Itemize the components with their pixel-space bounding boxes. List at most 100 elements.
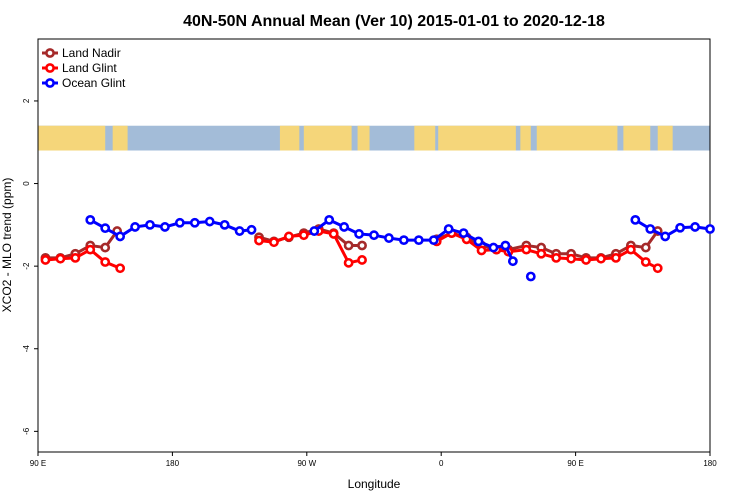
data-point-land-glint bbox=[596, 253, 606, 264]
data-point-ocean-glint bbox=[705, 224, 715, 234]
data-point-land-glint bbox=[536, 248, 547, 259]
data-point-ocean-glint bbox=[428, 235, 439, 246]
data-point-ocean-glint bbox=[645, 224, 656, 234]
series-line-land-glint bbox=[435, 231, 659, 270]
map-land bbox=[536, 125, 618, 151]
map-land bbox=[657, 125, 673, 151]
data-point-ocean-glint bbox=[660, 231, 671, 242]
x-tick-label: 90 E bbox=[30, 459, 46, 468]
plot-frame bbox=[37, 38, 711, 453]
data-point-ocean-glint bbox=[309, 226, 320, 236]
data-point-ocean-glint bbox=[204, 216, 215, 227]
legend-item-land-nadir: Land Nadir bbox=[42, 46, 121, 60]
x-tick-label: 90 E bbox=[567, 459, 583, 468]
data-point-ocean-glint bbox=[234, 226, 245, 236]
data-point-land-glint bbox=[85, 244, 96, 255]
data-point-ocean-glint bbox=[246, 224, 257, 235]
data-point-ocean-glint bbox=[369, 230, 379, 241]
legend-marker bbox=[45, 48, 55, 58]
data-point-ocean-glint bbox=[219, 219, 230, 230]
map-land bbox=[520, 125, 531, 151]
legend-item-land-glint: Land Glint bbox=[42, 61, 117, 75]
data-point-ocean-glint bbox=[145, 219, 155, 230]
x-tick-label: 180 bbox=[166, 459, 180, 468]
data-point-ocean-glint bbox=[339, 222, 350, 232]
data-point-land-nadir bbox=[640, 242, 651, 253]
data-point-ocean-glint bbox=[174, 217, 185, 228]
data-point-ocean-glint bbox=[413, 235, 424, 246]
map-land bbox=[414, 125, 436, 151]
data-point-land-glint bbox=[521, 244, 532, 255]
data-point-ocean-glint bbox=[488, 242, 499, 253]
data-point-land-glint bbox=[625, 244, 636, 255]
data-point-land-glint bbox=[283, 231, 294, 242]
data-point-ocean-glint bbox=[160, 222, 170, 232]
data-point-land-nadir bbox=[357, 240, 367, 251]
data-point-ocean-glint bbox=[100, 223, 111, 234]
data-point-ocean-glint bbox=[525, 271, 536, 282]
data-point-ocean-glint bbox=[443, 224, 454, 234]
map-land bbox=[438, 125, 516, 151]
data-point-land-glint bbox=[551, 252, 562, 263]
data-point-ocean-glint bbox=[189, 217, 200, 228]
data-point-ocean-glint bbox=[354, 229, 364, 239]
y-axis-label: XCO2 - MLO trend (ppm) bbox=[0, 178, 14, 313]
data-point-land-nadir bbox=[343, 240, 354, 251]
x-tick-label: 180 bbox=[703, 459, 717, 468]
data-point-ocean-glint bbox=[130, 222, 140, 232]
legend-item-ocean-glint: Ocean Glint bbox=[42, 76, 126, 90]
chart-title: 40N-50N Annual Mean (Ver 10) 2015-01-01 … bbox=[183, 13, 605, 30]
data-point-land-glint bbox=[357, 255, 367, 265]
series-ocean-glint bbox=[85, 214, 715, 282]
y-tick-label: 0 bbox=[22, 181, 31, 186]
data-point-ocean-glint bbox=[115, 231, 126, 242]
y-tick-label: 2 bbox=[22, 98, 31, 103]
data-point-ocean-glint bbox=[690, 222, 700, 232]
data-point-land-glint bbox=[70, 252, 81, 263]
legend-marker bbox=[45, 78, 55, 88]
data-point-land-glint bbox=[269, 237, 279, 248]
y-tick-label: -4 bbox=[22, 345, 31, 353]
data-point-ocean-glint bbox=[384, 233, 394, 243]
data-point-ocean-glint bbox=[324, 214, 335, 225]
map-land bbox=[112, 125, 128, 151]
data-point-land-nadir bbox=[100, 242, 111, 253]
data-point-ocean-glint bbox=[507, 256, 518, 267]
series-land-glint bbox=[40, 226, 663, 274]
legend-label: Land Nadir bbox=[62, 46, 121, 60]
x-axis-label: Longitude bbox=[348, 477, 401, 491]
map-land bbox=[279, 125, 300, 151]
data-point-ocean-glint bbox=[398, 235, 409, 246]
legend-label: Ocean Glint bbox=[62, 76, 126, 90]
data-point-ocean-glint bbox=[85, 214, 96, 225]
data-point-land-glint bbox=[343, 257, 354, 268]
legend-marker bbox=[45, 63, 55, 73]
data-point-land-glint bbox=[476, 245, 487, 256]
data-point-ocean-glint bbox=[630, 214, 641, 225]
data-point-land-glint bbox=[100, 257, 111, 267]
data-point-ocean-glint bbox=[473, 236, 484, 247]
data-point-land-glint bbox=[652, 263, 663, 274]
map-land bbox=[303, 125, 352, 151]
data-point-land-glint bbox=[611, 252, 621, 263]
data-point-land-glint bbox=[640, 257, 651, 267]
data-point-land-glint bbox=[254, 235, 264, 246]
data-point-land-glint bbox=[55, 253, 66, 264]
world-map-strip bbox=[38, 125, 710, 151]
x-tick-label: 90 W bbox=[297, 459, 316, 468]
series-layer bbox=[40, 214, 715, 282]
x-axis: 90 E 180 90 W 0 90 E 180 bbox=[30, 452, 717, 468]
data-point-land-glint bbox=[298, 230, 309, 241]
data-point-land-glint bbox=[40, 255, 51, 265]
data-point-ocean-glint bbox=[500, 240, 511, 251]
data-point-ocean-glint bbox=[458, 228, 469, 239]
y-tick-label: -6 bbox=[22, 427, 31, 435]
data-point-land-glint bbox=[115, 263, 126, 274]
data-point-land-glint bbox=[581, 255, 591, 265]
x-tick-label: 0 bbox=[439, 459, 444, 468]
map-land bbox=[623, 125, 651, 151]
data-point-ocean-glint bbox=[675, 222, 686, 233]
y-axis: 2 0 -2 -4 -6 bbox=[22, 98, 38, 435]
